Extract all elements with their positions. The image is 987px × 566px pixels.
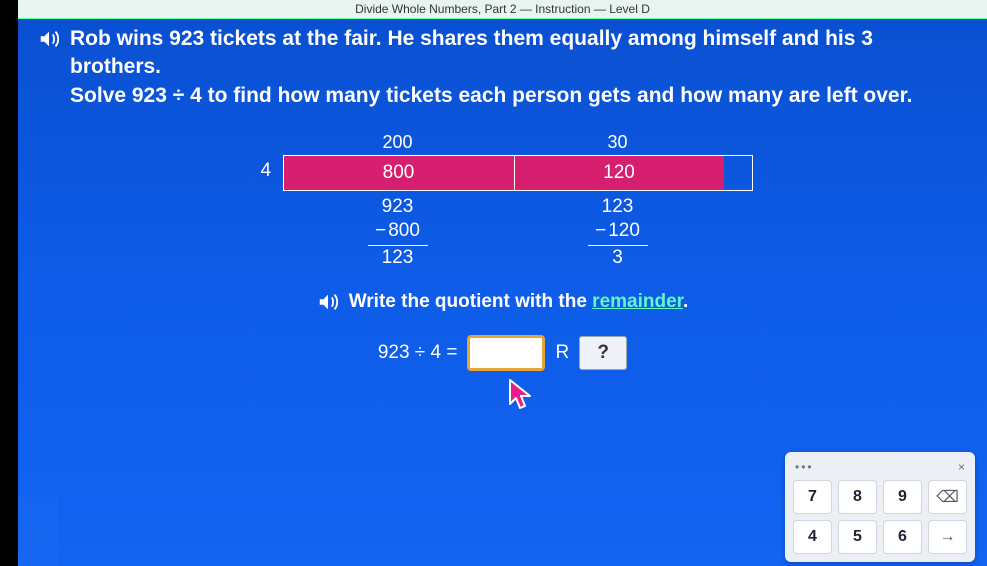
key-8[interactable]: 8: [838, 480, 877, 514]
key-6[interactable]: 6: [883, 520, 922, 554]
area-cell-1: 120: [514, 156, 724, 190]
subtraction-col-1: 123 −120 3: [513, 195, 723, 269]
problem-text: Rob wins 923 tickets at the fair. He sha…: [70, 25, 967, 110]
key-backspace[interactable]: ⌫: [928, 480, 967, 514]
problem-statement: Rob wins 923 tickets at the fair. He sha…: [18, 19, 987, 110]
expression-label: 923 ÷ 4 =: [378, 342, 458, 364]
lesson-title: Divide Whole Numbers, Part 2 — Instructi…: [355, 2, 650, 16]
partial-quotient-0: 200: [283, 132, 513, 155]
lesson-title-bar: Divide Whole Numbers, Part 2 — Instructi…: [18, 0, 987, 19]
audio-icon[interactable]: [38, 28, 60, 50]
keypad-close-button[interactable]: ×: [958, 460, 965, 474]
remainder-r-label: R: [555, 342, 569, 364]
key-7[interactable]: 7: [793, 480, 832, 514]
subtraction-col-0: 923 −800 123: [283, 195, 513, 269]
key-9[interactable]: 9: [883, 480, 922, 514]
partial-quotient-1: 30: [513, 132, 723, 155]
area-model: 4 200 30 800 120 923 −800 123 123 −120 3: [253, 132, 753, 269]
cursor-icon: [506, 378, 538, 415]
remainder-input[interactable]: ?: [579, 336, 627, 370]
quotient-input[interactable]: [467, 335, 545, 371]
number-keypad: ••• × 7 8 9 ⌫ 4 5 6 →: [785, 452, 975, 562]
key-5[interactable]: 5: [838, 520, 877, 554]
remainder-link[interactable]: remainder: [592, 291, 683, 312]
divisor-label: 4: [261, 160, 272, 182]
quotient-prompt: Write the quotient with the remainder.: [18, 291, 987, 313]
audio-icon[interactable]: [317, 291, 339, 313]
key-arrow[interactable]: →: [928, 520, 967, 554]
answer-row: 923 ÷ 4 = R ?: [18, 335, 987, 371]
keypad-drag-icon[interactable]: •••: [795, 460, 814, 474]
area-cell-0: 800: [284, 156, 514, 190]
key-4[interactable]: 4: [793, 520, 832, 554]
